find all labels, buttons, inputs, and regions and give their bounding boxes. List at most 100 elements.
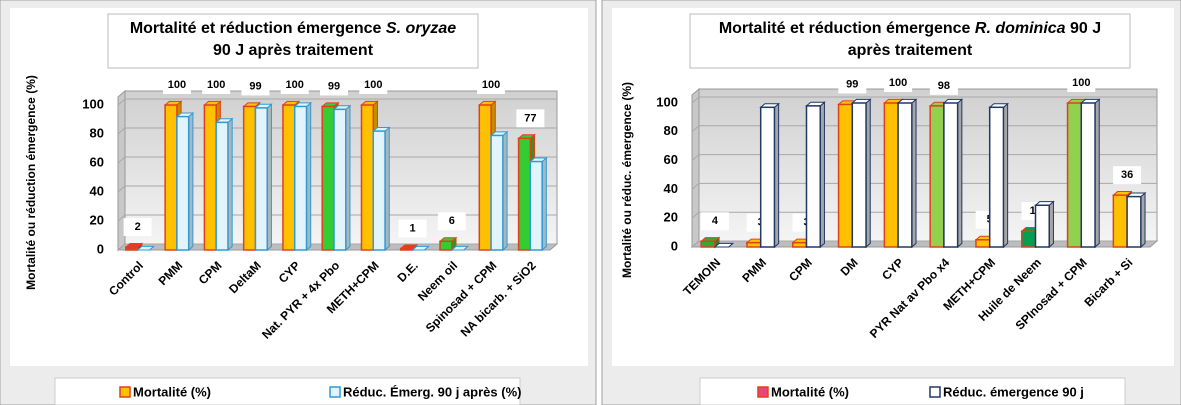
y-axis-label: Mortalité ou réduc. émergence (%) bbox=[620, 82, 634, 278]
value-label-box bbox=[884, 74, 913, 92]
legend-swatch bbox=[929, 386, 941, 398]
value-label: 77 bbox=[524, 112, 536, 124]
value-label-box bbox=[162, 76, 191, 94]
bar bbox=[1080, 102, 1096, 248]
value-label-box bbox=[320, 77, 348, 96]
title-segment: après traitement bbox=[848, 42, 973, 59]
bar bbox=[529, 160, 543, 251]
value-label: 100 bbox=[168, 79, 186, 91]
bar-group bbox=[896, 98, 918, 249]
bar bbox=[1066, 102, 1083, 248]
bar-group bbox=[371, 126, 391, 252]
value-label: 36 bbox=[1121, 169, 1133, 181]
bar bbox=[400, 247, 414, 251]
legend-swatch bbox=[757, 386, 769, 398]
value-label: 100 bbox=[1072, 77, 1090, 89]
value-label: 1 bbox=[409, 222, 415, 234]
legend-label: Réduc. émergence 90 j bbox=[943, 384, 1084, 399]
chart-title: Mortalité et réduction émergence R. domi… bbox=[719, 20, 1101, 37]
bar-group bbox=[332, 104, 352, 252]
bar bbox=[851, 102, 867, 248]
value-label: 100 bbox=[286, 79, 304, 91]
bar bbox=[176, 115, 190, 251]
value-label: 2 bbox=[135, 221, 141, 233]
bar bbox=[746, 241, 762, 248]
bar-top bbox=[450, 245, 470, 251]
bar-group bbox=[214, 117, 234, 252]
bar-group bbox=[850, 98, 872, 249]
grid-line bbox=[117, 214, 557, 222]
y-tick-label: 20 bbox=[664, 210, 678, 225]
bar bbox=[490, 134, 504, 251]
bar bbox=[439, 240, 453, 251]
bar-group bbox=[489, 130, 509, 252]
bar bbox=[837, 103, 854, 248]
y-tick-label: 40 bbox=[664, 181, 678, 196]
bar bbox=[242, 105, 257, 251]
value-label: 4 bbox=[712, 215, 719, 227]
bar-group bbox=[175, 111, 195, 252]
y-tick-label: 0 bbox=[97, 241, 104, 256]
legend-swatch bbox=[329, 386, 341, 398]
bar-top bbox=[713, 242, 735, 248]
bar bbox=[125, 246, 139, 251]
value-label-box bbox=[929, 76, 958, 95]
value-label-box bbox=[202, 76, 231, 94]
value-label-box bbox=[1067, 74, 1096, 92]
bar bbox=[333, 108, 347, 251]
bar bbox=[1034, 204, 1050, 248]
bar bbox=[700, 240, 716, 248]
chart-title: Mortalité et réduction émergence S. oryz… bbox=[130, 20, 456, 37]
bar-group bbox=[136, 245, 155, 251]
bar bbox=[282, 104, 296, 251]
bar-group bbox=[942, 98, 964, 249]
side-wall bbox=[691, 87, 700, 249]
grid-line bbox=[117, 156, 557, 164]
value-label: 100 bbox=[364, 79, 382, 91]
bar-group bbox=[450, 245, 470, 251]
value-label-box bbox=[1113, 166, 1142, 185]
value-label-box bbox=[398, 219, 427, 238]
bar-group bbox=[411, 245, 430, 251]
bar bbox=[1021, 230, 1037, 248]
value-label: 100 bbox=[482, 79, 500, 91]
legend-label: Mortalité (%) bbox=[133, 384, 211, 399]
value-label: 100 bbox=[207, 79, 225, 91]
legend-swatch bbox=[119, 386, 131, 398]
bar bbox=[372, 130, 386, 251]
value-label-box bbox=[838, 75, 867, 94]
y-tick-label: 60 bbox=[664, 152, 678, 167]
bar bbox=[792, 241, 808, 248]
title-segment: R. dominica bbox=[975, 20, 1066, 37]
bar bbox=[164, 104, 178, 251]
value-label: 99 bbox=[328, 80, 340, 92]
bar bbox=[988, 106, 1005, 248]
grid-line bbox=[117, 98, 557, 106]
bar-top bbox=[411, 245, 430, 251]
bar-group bbox=[713, 242, 735, 248]
chart-title: 90 J après traitement bbox=[213, 42, 374, 59]
value-label-box bbox=[280, 76, 309, 94]
value-label-box bbox=[700, 212, 729, 231]
bar-group bbox=[759, 102, 780, 249]
bar bbox=[215, 121, 229, 251]
y-tick-label: 80 bbox=[664, 123, 678, 138]
bar bbox=[478, 104, 492, 251]
bar-group bbox=[124, 242, 144, 252]
bar bbox=[897, 102, 913, 248]
grid-line bbox=[117, 185, 557, 193]
bar bbox=[975, 239, 991, 248]
legend-box bbox=[54, 377, 521, 405]
bar bbox=[943, 102, 959, 248]
value-label: 99 bbox=[249, 80, 261, 92]
bar bbox=[759, 106, 776, 248]
bar-group bbox=[1125, 191, 1147, 249]
bar bbox=[1112, 194, 1128, 248]
y-axis-label: Mortalité ou réduction émergence (%) bbox=[24, 75, 38, 290]
value-label: 98 bbox=[938, 80, 950, 92]
value-label-box bbox=[437, 212, 466, 231]
title-segment: Mortalité et réduction émergence bbox=[130, 20, 386, 37]
title-segment: Mortalité et réduction émergence bbox=[719, 20, 975, 37]
legend-box bbox=[699, 377, 1126, 405]
